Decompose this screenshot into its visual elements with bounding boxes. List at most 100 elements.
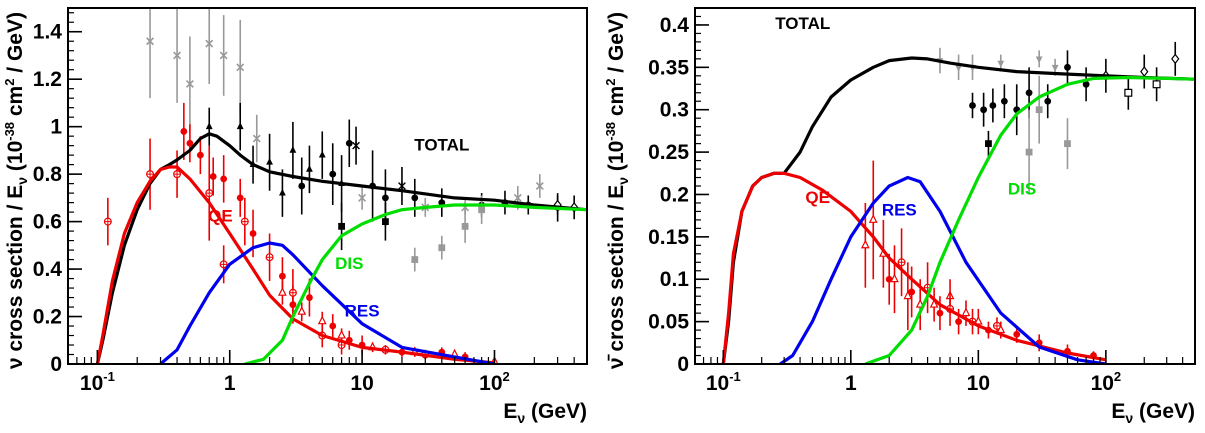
nu-data-point [297,302,307,322]
nu-marker-dot [249,230,257,237]
neutrino-cross-section-chart: TOTAL QE RES DIS 0 0.2 0.4 0.6 0.8 1 1.2 1.4 10-1 1 10… [0,0,600,433]
nu-marker-cross [104,218,112,225]
nubar-data-point [929,287,939,322]
nu-marker-dot [298,182,306,190]
nu-marker-x [146,37,155,46]
nu-marker-cross [220,260,228,268]
nu-marker-cross [173,170,181,178]
nubar-x-tick-label: 102 [1091,369,1122,395]
nu-data-point [219,245,228,284]
nubar-x-axis: 10-1 1 10 102 [694,350,1196,395]
nubar-y-axis: 0 0.05 0.1 0.15 0.2 0.25 0.3 0.35 0.4 [648,7,709,376]
nu-x-title-unit: (GeV) [525,400,587,423]
nubar-data-point [985,130,992,157]
nubar-y-axis-title: ν̄ cross section / Eν (10-38 cm2 / GeV) [603,12,631,369]
nu-label-total: TOTAL [414,135,469,154]
nu-y-tick-label: 0.6 [33,211,62,234]
nubar-marker-dot [908,288,916,296]
nubar-data-point [1035,75,1043,144]
nu-plot-area [95,8,587,364]
nubar-measurement-set-5 [1124,67,1161,110]
nu-marker-cross [146,170,154,178]
nubar-data-point [973,308,983,335]
nubar-x-tick-label: 10-1 [706,369,741,395]
nu-x-tick-base: 10 [350,372,373,395]
nu-x-tick-base: 1 [224,372,236,395]
nu-data-point [236,178,244,217]
nubar-label-res: RES [882,201,917,220]
nu-marker-star [352,141,360,151]
nu-data-point [220,155,228,203]
nubar-marker-dot [1013,330,1021,338]
nubar-data-point [969,92,976,119]
nu-data-point [398,167,406,205]
nubar-y-tick-label: 0.35 [648,56,689,79]
nu-marker-dot [382,194,389,202]
nubar-y-tick-label: 0.4 [660,14,690,37]
nu-data-point [180,102,188,160]
nu-y-axis-title: ν cross section / Eν (10-38 cm2 / GeV) [2,12,30,369]
nu-x-axis: 10-1 1 10 102 [67,350,588,395]
nu-marker-dot [186,139,194,147]
nubar-y-tick-label: 0.05 [648,311,689,334]
nu-x-tick-exponent: 2 [503,369,510,384]
nubar-marker-triangle-open [973,315,983,325]
nubar-marker-triangle-down [955,64,962,72]
nu-marker-triangle [318,150,326,158]
nubar-data-point [1140,54,1149,89]
nubar-plot-area [721,41,1195,364]
nu-marker-square [461,222,469,230]
nubar-data-point [1124,75,1133,110]
nubar-data-point [890,245,899,314]
nu-label-dis: DIS [335,254,363,273]
nubar-y-title-exponent: -38 [603,122,618,141]
nubar-label-total: TOTAL [775,14,830,33]
nu-y-tick-label: 0.2 [33,306,62,329]
nu-measurement-set-1 [205,102,346,217]
nubar-data-point [897,228,906,297]
nubar-y-title-unit: (10 [605,141,628,177]
nubar-y-tick-label: 0.2 [660,183,689,206]
nubar-y-title-sub: ν [615,177,631,185]
nubar-marker-square [985,140,992,148]
nubar-data-point [1044,84,1052,119]
nubar-marker-dot [1044,97,1052,105]
nubar-marker-square-open [1152,80,1161,89]
nubar-x-tick-label: 10 [967,372,990,395]
nu-marker-x [535,182,544,190]
nu-data-point [345,330,353,350]
nu-x-tick-base: 10 [80,372,103,395]
nu-marker-square [338,222,346,230]
nubar-x-axis-title: Eν (GeV) [1111,400,1195,426]
nu-data-point [358,186,367,210]
nubar-x-title-sub: ν [1125,410,1133,426]
nubar-marker-square [1025,148,1033,156]
nu-data-point [329,143,337,205]
nubar-marker-triangle-open [961,307,971,317]
nubar-marker-triangle-open [868,214,878,223]
nu-marker-x [185,79,194,88]
nubar-y-tick-label: 0.1 [660,268,690,291]
nu-y-tick-label: 1 [50,116,62,139]
nu-marker-square [478,206,486,214]
nu-data-point [103,197,112,246]
nu-y-title-exponent: -38 [2,122,17,141]
nu-marker-dot [329,322,337,330]
nubar-data-point [1000,84,1008,119]
nu-marker-triangle [279,188,286,196]
nubar-data-point [908,266,916,318]
nu-marker-triangle [306,164,313,172]
nu-x-title-main: E [503,400,517,423]
nu-data-point [535,174,544,198]
nu-curve-res [159,241,495,364]
nubar-marker-dot [936,309,944,317]
nu-marker-cross [205,189,213,197]
nubar-y-tick-label: 0.3 [660,99,689,122]
nubar-marker-triangle-down [1035,56,1043,64]
nubar-marker-dot [989,102,997,109]
nu-marker-square [438,244,446,252]
nu-y-title-unit: (10 [4,141,27,177]
nu-marker-triangle [236,122,244,130]
nu-data-point [219,15,228,96]
